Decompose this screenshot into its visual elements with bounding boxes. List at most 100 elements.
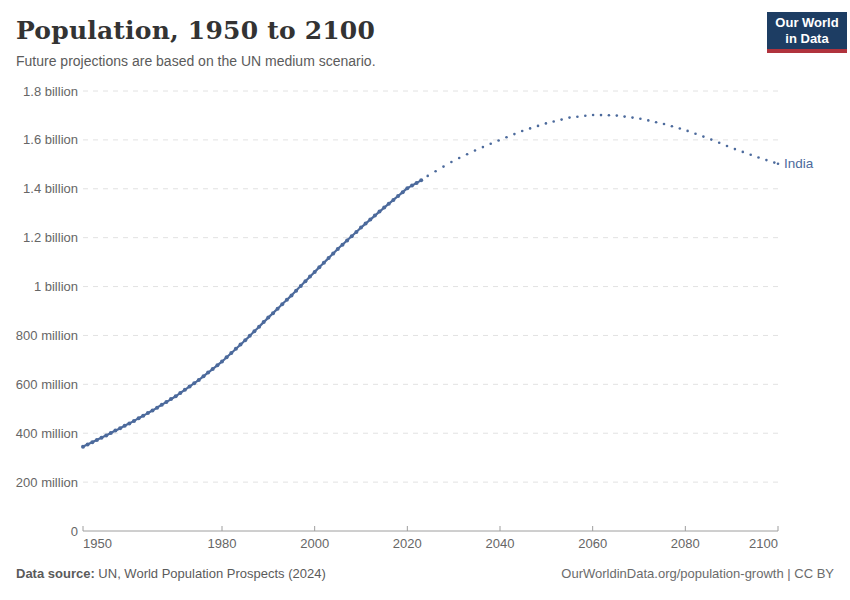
series-historical-point [401,190,405,194]
entity-label-india[interactable]: India [784,156,814,171]
series-historical-point [211,367,215,371]
series-historical-point [252,329,256,333]
series-historical-point [81,445,85,449]
series-projection-dot [631,116,634,119]
series-historical-point [220,360,224,364]
series-historical-point [192,381,196,385]
series-historical-point [294,289,298,293]
series-projection-dot [655,121,658,124]
series-projection-dot [686,130,689,133]
series-projection-dot [694,133,697,136]
series-historical-point [299,284,303,288]
series-historical-point [197,378,201,382]
series-historical-point [132,419,136,423]
series-projection-dot [765,159,768,162]
data-source-value: UN, World Population Prospects (2024) [95,566,326,581]
series-projection-dot [497,139,500,142]
series-historical-point [336,247,340,251]
series-historical-point [415,181,419,185]
series-projection-dot [466,153,469,156]
series-historical-point [100,436,104,440]
series-historical-point [303,279,307,283]
y-axis-tick-label: 800 million [16,328,78,343]
series-historical-point [109,431,113,435]
series-historical-point [350,234,354,238]
chart-footer: Data source: UN, World Population Prospe… [0,566,850,581]
series-projection-dot [576,115,579,118]
series-historical-point [225,355,229,359]
series-historical-point [188,385,192,389]
series-historical-point [359,226,363,230]
series-projection-dot [734,148,737,151]
series-projection-dot [474,149,477,152]
series-projection-dot [718,142,721,145]
y-axis-tick-label: 1.6 billion [23,132,78,147]
x-axis-tick-label: 2000 [300,536,329,551]
series-historical-point [215,363,219,367]
series-projection-dot [458,157,461,160]
x-axis-tick-label: 2100 [749,536,778,551]
series-historical-point [234,347,238,351]
x-axis-tick-label: 2020 [393,536,422,551]
series-projection-dot [757,156,760,159]
series-historical-point [229,351,233,355]
series-projection-dot [442,165,445,168]
series-historical-point [118,426,122,430]
series-projection-dot [545,122,548,125]
series-projection-dot [482,146,485,149]
series-projection-dot [647,119,650,122]
series-historical-point [331,252,335,256]
series-projection-dot [671,125,674,128]
series-historical-point [327,256,331,260]
series-projection-dot [552,120,555,123]
series-projection-dot [434,170,437,173]
series-projection-dot [623,115,626,118]
y-axis-tick-label: 400 million [16,426,78,441]
series-historical-point [243,338,247,342]
series-historical-point [257,325,261,329]
series-historical-point [95,438,99,442]
owid-url-link[interactable]: OurWorldinData.org/population-growth [561,566,783,581]
series-projection-dot [513,133,516,136]
series-historical-point [387,202,391,206]
series-projection-dot [592,114,595,117]
series-historical-point [160,403,164,407]
owid-chart-page: Population, 1950 to 2100 Future projecti… [0,0,850,600]
series-projection-dot [450,161,453,164]
series-historical-point [146,411,150,415]
y-axis-tick-label: 1.4 billion [23,181,78,196]
series-historical-point [317,265,321,269]
series-historical-point [396,194,400,198]
y-axis-tick-label: 200 million [16,475,78,490]
series-historical-point [419,178,423,182]
series-historical-point [368,218,372,222]
series-historical-point [248,334,252,338]
series-projection-dot [537,125,540,128]
series-projection-dot [568,116,571,119]
series-historical-point [113,429,117,433]
population-line-chart[interactable]: 0200 million400 million600 million800 mi… [0,0,850,600]
series-projection-dot [742,151,745,154]
series-historical-point [206,371,210,375]
x-axis-tick-label: 2040 [486,536,515,551]
series-historical-point [391,198,395,202]
series-projection-dot [600,114,603,117]
series-historical-point [276,307,280,311]
y-axis-tick-label: 1.8 billion [23,84,78,99]
series-historical-point [141,414,145,418]
y-axis-tick-label: 1.2 billion [23,230,78,245]
series-historical-point [322,261,326,265]
series-historical-point [410,184,414,188]
series-projection-dot [702,135,705,138]
x-axis-tick-label: 2060 [578,536,607,551]
license-label: | CC BY [784,566,834,581]
series-projection-dot [616,114,619,117]
series-projection-dot [710,138,713,141]
series-historical-point [308,275,312,279]
series-projection-dot [426,175,429,178]
x-axis-tick-label: 2080 [671,536,700,551]
series-historical-point [164,400,168,404]
series-historical-point [378,210,382,214]
series-projection-dot [529,127,532,130]
series-historical-point [345,238,349,242]
